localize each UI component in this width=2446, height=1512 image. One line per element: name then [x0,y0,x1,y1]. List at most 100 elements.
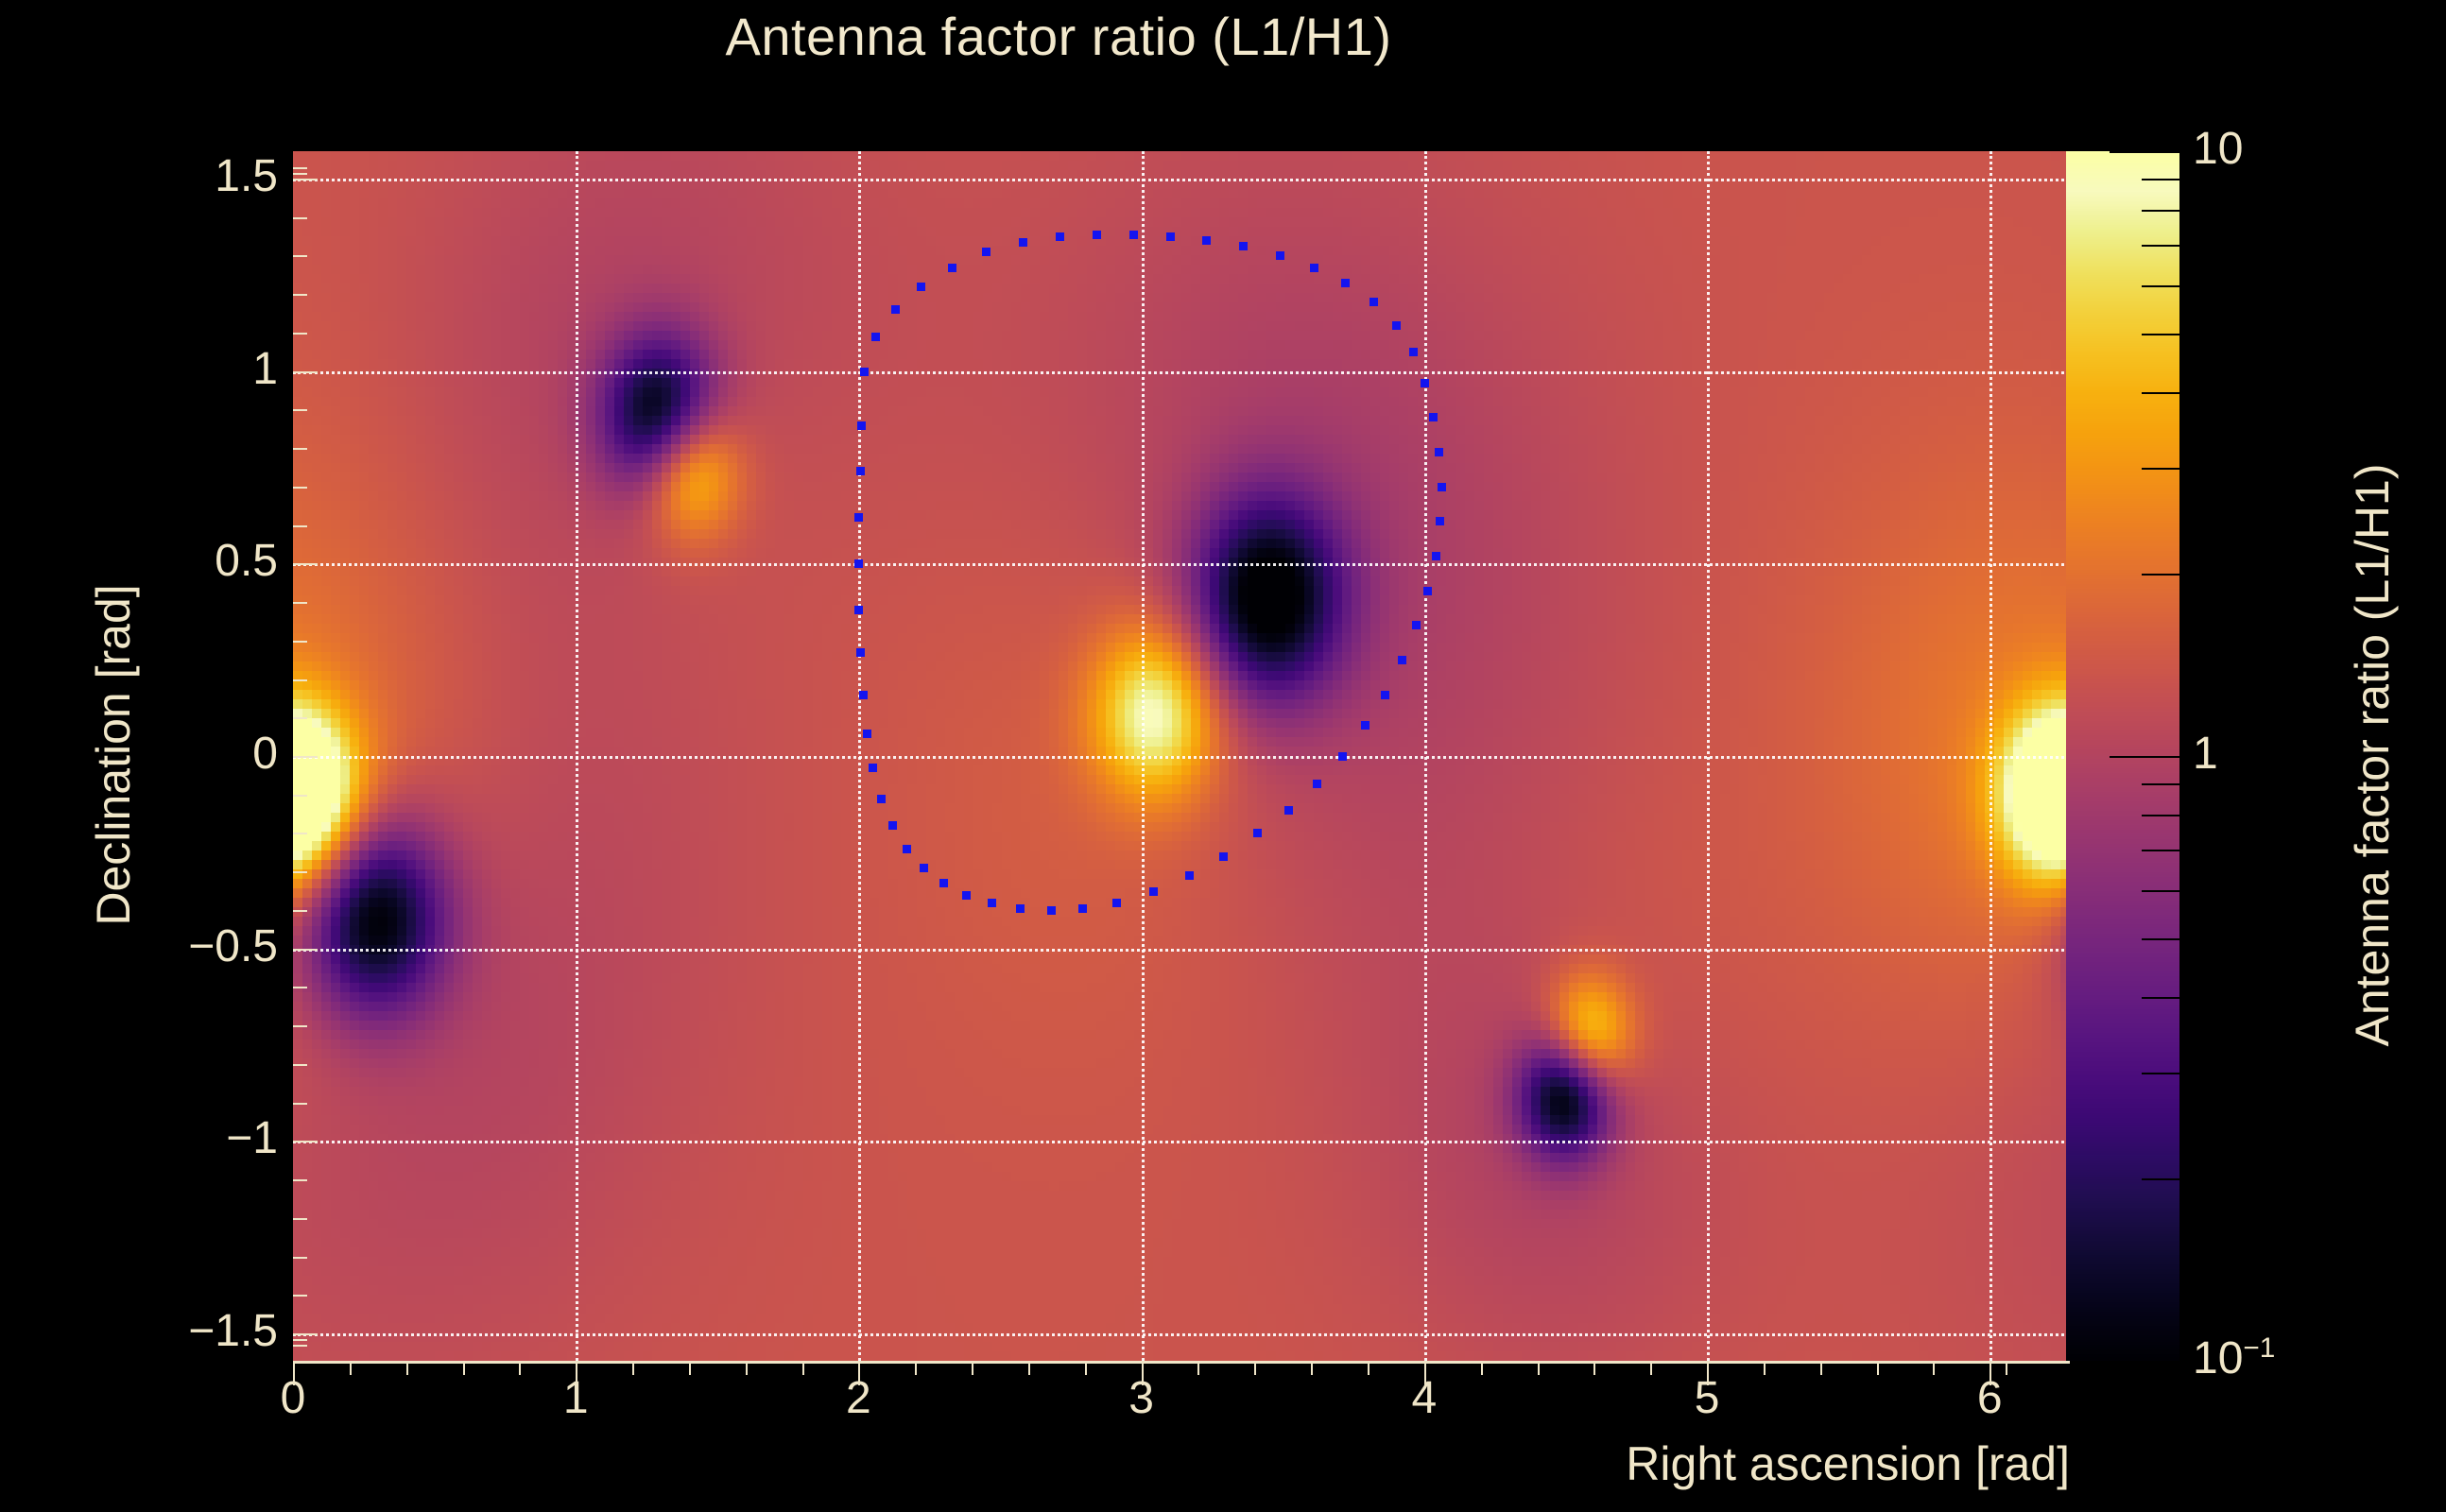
x-tick-major [1423,1361,1451,1385]
x-tick-minor [462,1361,479,1375]
y-tick-major [293,1141,318,1143]
contour-point [858,690,868,699]
y-tick-minor [293,294,307,297]
colorbar-tick-major [2110,756,2179,758]
y-tick-label: −0.5 [188,920,278,971]
contour-point [1380,690,1389,699]
contour-point [855,467,865,476]
y-tick-minor [293,1025,307,1028]
contour-point [1434,448,1443,457]
y-tick-major [293,178,318,180]
heatmap-image [293,151,2070,1361]
x-tick-label: 3 [1128,1373,1154,1423]
contour-point [1397,656,1406,665]
contour-point [1420,378,1429,387]
colorbar-tick-minor [2142,850,2179,852]
contour-point [1046,905,1056,915]
contour-point [1185,871,1195,881]
contour-point [869,764,878,773]
contour-point [939,879,949,888]
colorbar-tick-label: 10 [2193,124,2244,174]
contour-point [1361,721,1369,730]
x-tick-minor [1650,1361,1666,1375]
x-tick-major [1990,1361,2016,1385]
contour-point [988,898,997,907]
x-tick-minor [1819,1361,1836,1375]
contour-point [1148,886,1158,896]
x-tick-minor [1480,1361,1497,1375]
y-tick-minor [293,794,307,797]
y-tick-minor [293,640,307,643]
colorbar-tick-minor [2142,1178,2179,1181]
y-tick-minor [293,871,307,874]
x-tick-minor [1254,1361,1270,1375]
colorbar-tick-minor [2142,467,2179,470]
contour-point [860,367,870,376]
y-tick-minor [293,909,307,912]
contour-point [1369,298,1378,307]
colorbar-tick-label: 10−1 [2193,1332,2276,1383]
contour-point [917,282,926,291]
contour-point [871,332,881,341]
contour-point [1428,413,1438,422]
contour-point [1092,230,1101,239]
y-tick-major [293,1333,318,1336]
y-tick-minor [293,216,307,219]
colorbar-tick-minor [2142,937,2179,940]
x-tick-minor [1197,1361,1214,1375]
y-tick-minor [293,524,307,527]
x-tick-major [1707,1361,1733,1385]
contour-point [1341,278,1351,287]
contour-point [1411,621,1421,630]
contour-point [888,821,898,831]
y-tick-minor [293,255,307,258]
x-tick-minor [688,1361,705,1375]
x-tick-minor [1368,1361,1384,1375]
x-tick-major [858,1361,885,1385]
y-tick-label: 1 [252,343,278,394]
x-tick-minor [632,1361,648,1375]
contour-point [1165,232,1175,241]
axis-line-bottom [293,1361,2070,1364]
colorbar-tick-minor [2142,284,2179,287]
contour-point [903,844,912,853]
contour-point [920,864,929,873]
x-tick-minor [801,1361,818,1375]
heatmap-plot-area [293,151,2070,1361]
x-tick-label: 4 [1411,1373,1438,1423]
x-tick-minor [1311,1361,1327,1375]
y-tick-major [293,370,318,373]
x-tick-minor [349,1361,366,1375]
y-tick-minor [293,448,307,451]
contour-point [1128,230,1138,239]
x-tick-minor [519,1361,535,1375]
colorbar-tick-minor [2142,245,2179,248]
x-tick-minor [972,1361,988,1375]
colorbar-title: Antenna factor ratio (L1/H1) [2346,463,2399,1047]
x-tick-minor [1933,1361,1949,1375]
y-tick-minor [293,332,307,335]
colorbar-tick-minor [2142,815,2179,817]
x-tick-minor [2006,1361,2022,1375]
y-tick-label: 0.5 [215,536,278,587]
contour-point [1338,752,1348,761]
contour-point [854,559,864,569]
colorbar-tick-minor [2142,1072,2179,1074]
colorbar-tick-minor [2142,179,2179,181]
contour-point [962,890,972,900]
contour-point [877,794,887,803]
x-tick-major [576,1361,602,1385]
colorbar-tick-minor [2142,996,2179,999]
contour-point [854,513,864,523]
contour-point [1018,238,1027,248]
contour-point [855,647,865,657]
x-tick-minor [1084,1361,1101,1375]
contour-point [982,248,991,257]
colorbar-tick-label: 1 [2193,729,2218,779]
x-tick-label: 2 [846,1373,871,1423]
y-tick-label: 0 [252,729,278,779]
contour-point [857,421,867,430]
contour-point [1202,236,1212,246]
contour-point [1436,517,1445,526]
x-tick-minor [405,1361,422,1375]
